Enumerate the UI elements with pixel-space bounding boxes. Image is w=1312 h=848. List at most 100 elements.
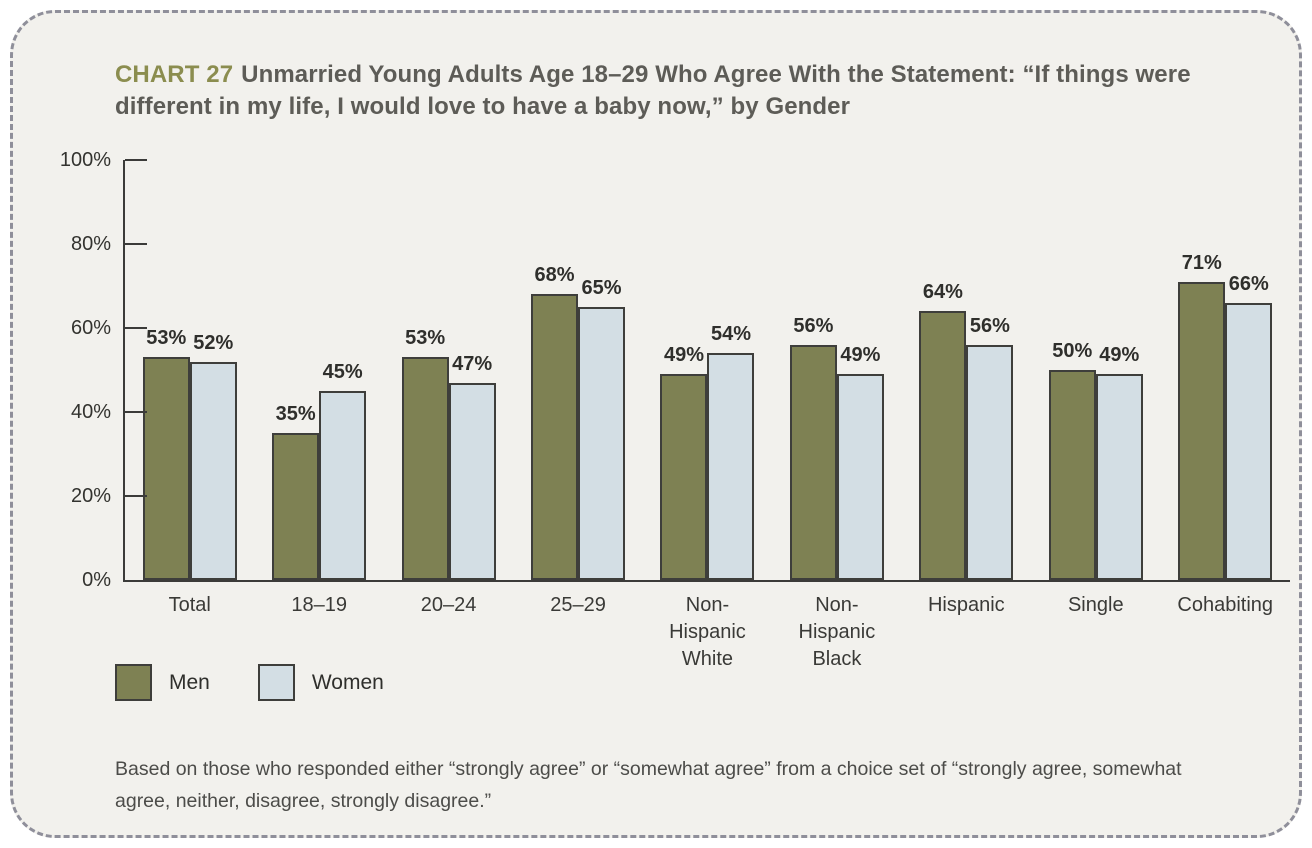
legend-label: Men bbox=[169, 670, 210, 694]
chart-title-text: Unmarried Young Adults Age 18–29 Who Agr… bbox=[115, 61, 1191, 120]
bar-slot: 56% bbox=[966, 160, 1014, 580]
bar-pair: 71% 66% bbox=[1178, 160, 1273, 580]
bar-pair: 56% 49% bbox=[789, 160, 884, 580]
bar-slot: 47% bbox=[448, 160, 496, 580]
bar-value-label: 71% bbox=[1181, 251, 1222, 274]
category-group: 53% 47% 20–24 bbox=[384, 160, 513, 616]
category-group: 49% 54% Non- Hispanic White bbox=[643, 160, 772, 670]
bar-value-label: 45% bbox=[322, 361, 363, 383]
category-group: 35% 45% 18–19 bbox=[254, 160, 383, 616]
category-group: 64% 56% Hispanic bbox=[902, 160, 1031, 616]
bar-value-label: 50% bbox=[1052, 340, 1093, 362]
category-label: 18–19 bbox=[291, 594, 347, 616]
bar-pair: 49% 54% bbox=[660, 160, 755, 580]
category-group: 68% 65% 25–29 bbox=[513, 160, 642, 616]
bar-value-label: 53% bbox=[405, 327, 446, 350]
bar-men bbox=[660, 374, 708, 580]
bar-value-label: 49% bbox=[663, 344, 704, 367]
legend-swatch bbox=[115, 664, 152, 701]
category-label: Non- Hispanic Black bbox=[798, 594, 876, 670]
chart-title: CHART 27 Unmarried Young Adults Age 18–29… bbox=[115, 59, 1245, 123]
y-tick-label: 20% bbox=[70, 485, 111, 507]
bar-pair: 64% 56% bbox=[919, 160, 1014, 580]
bar-value-label: 49% bbox=[1099, 344, 1140, 367]
bar-slot: 52% bbox=[189, 160, 237, 580]
bar-women bbox=[836, 374, 884, 580]
bar-women bbox=[707, 353, 755, 580]
y-tick-mark bbox=[125, 411, 147, 413]
bar-women bbox=[319, 391, 367, 580]
bar-value-label: 66% bbox=[1228, 272, 1269, 295]
y-tick-label: 0% bbox=[82, 569, 111, 591]
bar-slot: 35% bbox=[272, 160, 320, 580]
bar-value-label: 64% bbox=[922, 281, 963, 304]
bar-value-label: 68% bbox=[534, 264, 575, 287]
bar-slot: 45% bbox=[319, 160, 367, 580]
bar-women bbox=[966, 344, 1014, 580]
y-tick-label: 100% bbox=[59, 149, 111, 171]
bar-value-label: 53% bbox=[146, 327, 187, 350]
bar-value-label: 65% bbox=[581, 277, 622, 299]
legend-item-men: Men bbox=[115, 664, 210, 701]
legend-item-women: Women bbox=[257, 664, 384, 701]
bar-men bbox=[1178, 281, 1226, 580]
plot-area: 53% 52% Total 35% 45% 18–19 53% 47% 20–24 68% 65% 2… bbox=[60, 149, 1290, 670]
chart-number: CHART 27 bbox=[115, 61, 234, 88]
bar-value-label: 49% bbox=[840, 344, 881, 367]
legend-label: Women bbox=[311, 670, 384, 694]
bar-slot: 56% bbox=[789, 160, 837, 580]
footnote: Based on those who responded either “str… bbox=[115, 758, 1182, 813]
legend: Men Women bbox=[115, 664, 384, 701]
bar-men bbox=[142, 357, 190, 580]
bar-men bbox=[531, 294, 579, 580]
bar-men bbox=[789, 344, 837, 580]
bar-slot: 49% bbox=[1095, 160, 1143, 580]
chart-panel: CHART 27 Unmarried Young Adults Age 18–29… bbox=[10, 10, 1302, 838]
category-label: Non- Hispanic White bbox=[669, 594, 746, 670]
bar-value-label: 47% bbox=[452, 352, 493, 375]
category-group: 53% 52% Total bbox=[125, 160, 254, 616]
bar-slot: 66% bbox=[1225, 160, 1273, 580]
bar-pair: 68% 65% bbox=[531, 160, 626, 580]
bar-pair: 50% 49% bbox=[1048, 160, 1143, 580]
legend-swatch bbox=[257, 664, 295, 701]
bar-pair: 53% 52% bbox=[142, 160, 237, 580]
bar-slot: 50% bbox=[1048, 160, 1096, 580]
y-tick-mark bbox=[125, 327, 147, 329]
y-tick-label: 60% bbox=[70, 317, 111, 339]
bar-women bbox=[189, 361, 237, 580]
y-tick-mark bbox=[125, 243, 147, 245]
category-label: 25–29 bbox=[550, 594, 606, 616]
category-label: Hispanic bbox=[927, 594, 1005, 616]
category-label: Total bbox=[168, 594, 211, 616]
bar-pair: 35% 45% bbox=[272, 160, 367, 580]
bar-slot: 53% bbox=[142, 160, 190, 580]
bar-women bbox=[1225, 302, 1273, 580]
y-tick-label: 40% bbox=[70, 401, 111, 423]
bar-women bbox=[578, 307, 626, 580]
bar-women bbox=[1095, 374, 1143, 580]
bar-men bbox=[272, 433, 320, 580]
bar-slot: 53% bbox=[401, 160, 449, 580]
category-label: Single bbox=[1067, 594, 1124, 616]
bar-value-label: 56% bbox=[793, 314, 834, 337]
bar-groups: 53% 52% Total 35% 45% 18–19 53% 47% 20–24 68% 65% 2… bbox=[125, 160, 1290, 670]
bar-value-label: 52% bbox=[193, 331, 234, 354]
bar-men bbox=[401, 357, 449, 580]
bar-slot: 68% bbox=[531, 160, 579, 580]
bar-pair: 53% 47% bbox=[401, 160, 496, 580]
bar-slot: 54% bbox=[707, 160, 755, 580]
bar-slot: 65% bbox=[578, 160, 626, 580]
bar-slot: 49% bbox=[836, 160, 884, 580]
y-tick-mark bbox=[125, 495, 147, 497]
y-tick-label: 80% bbox=[70, 233, 111, 255]
bar-slot: 64% bbox=[919, 160, 967, 580]
category-group: 56% 49% Non- Hispanic Black bbox=[772, 160, 901, 670]
category-group: 71% 66% Cohabiting bbox=[1161, 160, 1290, 616]
bar-men bbox=[1048, 370, 1096, 580]
bar-slot: 49% bbox=[660, 160, 708, 580]
bar-women bbox=[448, 382, 496, 580]
bar-men bbox=[919, 311, 967, 580]
bar-value-label: 54% bbox=[710, 323, 751, 346]
bar-slot: 71% bbox=[1178, 160, 1226, 580]
